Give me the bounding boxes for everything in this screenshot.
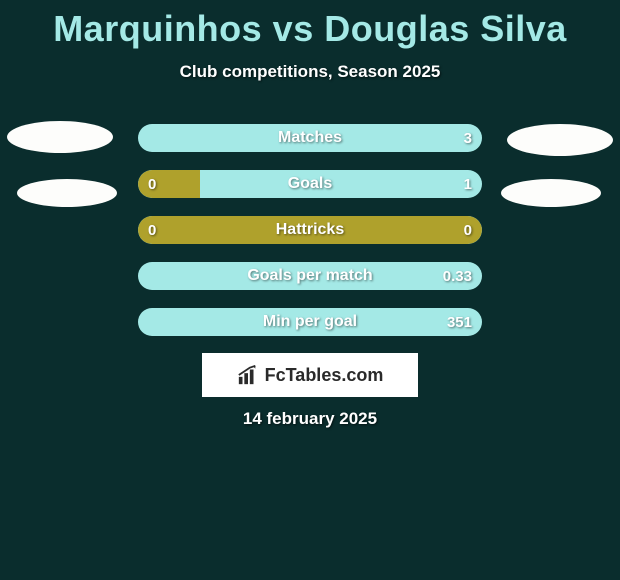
stat-value-player2: 1 (464, 170, 472, 198)
subtitle: Club competitions, Season 2025 (0, 62, 620, 82)
stat-label: Min per goal (138, 308, 482, 336)
stat-value-player1: 0 (148, 216, 156, 244)
stat-bar-row: Hattricks0 0 (138, 216, 482, 244)
logo-text: FcTables.com (265, 365, 384, 386)
player1-avatar (7, 121, 113, 153)
player1-avatar-secondary (17, 179, 117, 207)
stat-value-player2: 3 (464, 124, 472, 152)
logo-box: FcTables.com (202, 353, 418, 397)
stat-value-player2: 0.33 (443, 262, 472, 290)
comparison-card: Marquinhos vs Douglas Silva Club competi… (0, 0, 620, 580)
stat-bar-row: Matches3 (138, 124, 482, 152)
date-label: 14 february 2025 (0, 409, 620, 429)
stat-bar-row: Min per goal351 (138, 308, 482, 336)
stat-value-player2: 351 (447, 308, 472, 336)
chart-icon (237, 364, 259, 386)
stat-value-player2: 0 (464, 216, 472, 244)
stat-label: Hattricks (138, 216, 482, 244)
player2-avatar (507, 124, 613, 156)
stat-bar-row: Goals0 1 (138, 170, 482, 198)
stat-label: Goals (138, 170, 482, 198)
stat-value-player1: 0 (148, 170, 156, 198)
player2-avatar-secondary (501, 179, 601, 207)
stat-label: Matches (138, 124, 482, 152)
stat-label: Goals per match (138, 262, 482, 290)
stat-bar-row: Goals per match0.33 (138, 262, 482, 290)
stat-bars: Matches3Goals01Hattricks00Goals per matc… (138, 124, 482, 354)
page-title: Marquinhos vs Douglas Silva (0, 0, 620, 50)
